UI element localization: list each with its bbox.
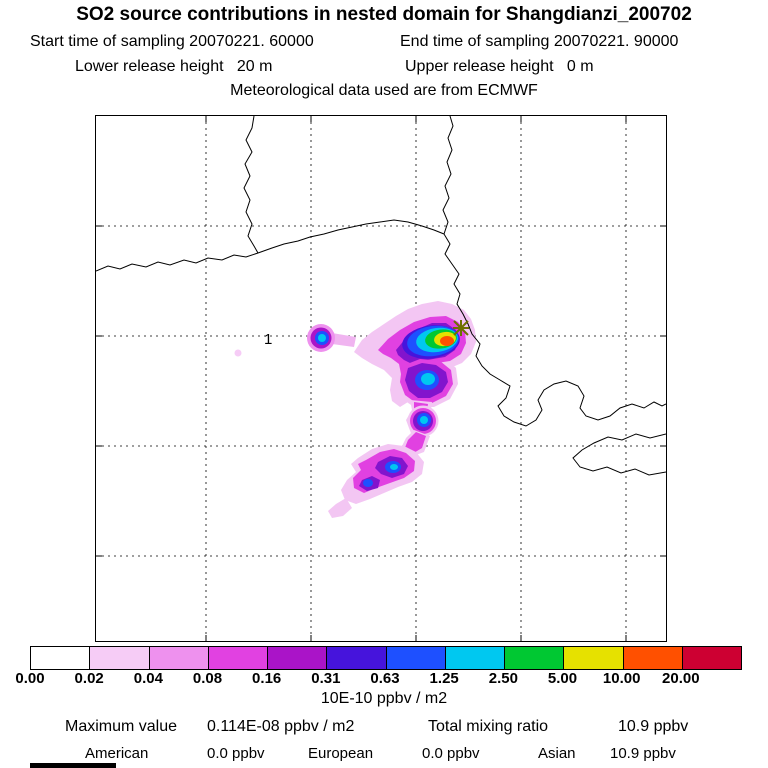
axis-ticks: [96, 116, 666, 641]
colorbar-tick-label: 2.50: [488, 670, 518, 687]
region-asian-value: 10.9 ppbv: [610, 745, 676, 762]
colorbar-segment: [149, 647, 209, 669]
map-panel: 1: [95, 115, 667, 642]
colorbar-segment: [623, 647, 683, 669]
colorbar-tick-label: 0.63: [370, 670, 400, 687]
region-european-value: 0.0 ppbv: [422, 745, 480, 762]
colorbar-tick-label: 5.00: [547, 670, 578, 687]
colorbar-segment: [90, 647, 150, 669]
region-european-label: European: [308, 745, 374, 762]
colorbar: [30, 646, 742, 670]
plume-speck: [234, 349, 242, 357]
upper-release-text: Upper release height 0 m: [405, 58, 594, 75]
end-time-text: End time of sampling 20070221. 90000: [400, 33, 679, 50]
colorbar-segment: [386, 647, 446, 669]
colorbar-units: 10E-10 ppbv / m2: [320, 690, 448, 707]
coastline-paths: [95, 115, 667, 476]
colorbar-tick-label: 0.31: [311, 670, 341, 687]
colorbar-tick-label: 0.00: [15, 670, 45, 687]
region-american-value: 0.0 ppbv: [207, 745, 265, 762]
colorbar-segment: [327, 647, 387, 669]
meteorology-text: Meteorological data used are from ECMWF: [230, 82, 538, 99]
colorbar-segment: [564, 647, 624, 669]
max-value: 0.114E-08 ppbv / m2: [207, 718, 355, 735]
plume: [234, 301, 476, 518]
colorbar-tick-label: 0.02: [74, 670, 104, 687]
colorbar-tick-label: 0.04: [133, 670, 163, 687]
colorbar-labels: 0.00 0.02 0.04 0.08 0.16 0.31 0.63 1.25 2.50 5.00…: [15, 670, 740, 688]
region-asian-label: Asian: [538, 745, 576, 762]
region-american-label: American: [85, 745, 149, 762]
colorbar-segment: [208, 647, 268, 669]
colorbar-segment: [445, 647, 505, 669]
page-title: SO2 source contributions in nested domai…: [76, 4, 692, 25]
colorbar-segment: [31, 647, 91, 669]
colorbar-segment: [682, 647, 741, 669]
colorbar-segment: [505, 647, 565, 669]
mixing-ratio-value: 10.9 ppbv: [618, 718, 689, 735]
bottom-strip: [30, 763, 116, 768]
start-time-text: Start time of sampling 20070221. 60000: [30, 33, 314, 50]
colorbar-tick-label: 0.08: [192, 670, 223, 687]
colorbar-tick-label: 0.16: [252, 670, 282, 687]
colorbar-tick-label: 1.25: [429, 670, 459, 687]
plume-maximum-core: [440, 336, 454, 346]
colorbar-tick-label: 10.00: [602, 670, 641, 687]
lower-release-text: Lower release height 20 m: [75, 58, 273, 75]
max-value-label: Maximum value: [65, 718, 178, 735]
mixing-ratio-label: Total mixing ratio: [428, 718, 549, 735]
site-label: 1: [264, 331, 272, 348]
grid-lines: [96, 116, 666, 641]
colorbar-tick-label: 20.00: [662, 670, 700, 687]
receptor-marker-icon: [453, 320, 469, 336]
colorbar-segment: [268, 647, 328, 669]
map-svg: 1: [95, 115, 667, 641]
